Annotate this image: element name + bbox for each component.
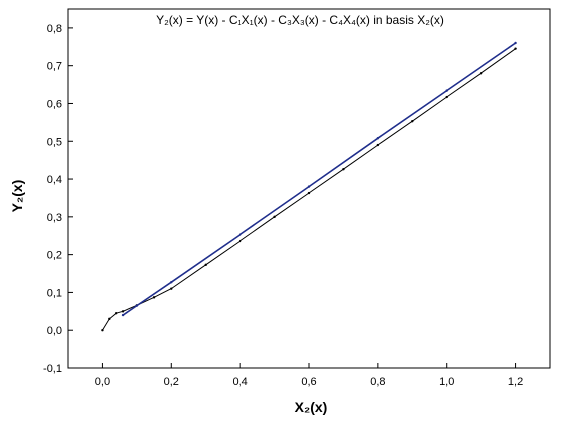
y-tick-label: 0,1 [47, 287, 62, 299]
x-tick-label: 0,2 [164, 376, 179, 388]
x-tick-label: 0,6 [301, 376, 316, 388]
data-point [342, 168, 345, 171]
data-point [170, 287, 173, 290]
y-axis-ticks: -0,1 0,0 0,1 0,2 0,3 0,4 0,5 0,6 0,7 0,8 [43, 23, 73, 375]
x-tick-label: 1,2 [508, 376, 523, 388]
data-point [411, 120, 414, 123]
x-tick-label: 1,0 [439, 376, 454, 388]
data-point [307, 185, 311, 188]
data-point [170, 281, 173, 284]
data-point [479, 72, 483, 75]
x-tick-label: 0,0 [95, 376, 110, 388]
y-tick-label: 0,8 [47, 23, 62, 35]
data-point [273, 215, 276, 219]
data-point [204, 263, 207, 267]
data-point [376, 143, 380, 147]
data-point [514, 41, 517, 45]
y-tick-label: 0,4 [47, 174, 62, 186]
data-point [121, 313, 125, 317]
x-axis-ticks: 0,0 0,2 0,4 0,6 0,8 1,0 1,2 [95, 363, 523, 388]
y-tick-label: 0,3 [47, 212, 62, 224]
y-tick-label: 0,5 [47, 136, 62, 148]
chart-title: Y₂(x) = Y(x) - C₁X₁(x) - C₃X₃(x) - C₄X₄(… [156, 13, 444, 27]
data-point [238, 239, 242, 243]
y-tick-label: 0,0 [47, 325, 62, 337]
data-point [445, 95, 448, 99]
data-point [514, 47, 517, 50]
y-tick-label: 0,2 [47, 250, 62, 262]
data-point [108, 317, 111, 321]
y-axis-title: Y₂(x) [9, 180, 25, 213]
plot-frame [67, 8, 551, 369]
series-line [122, 42, 517, 316]
data-point [307, 191, 311, 195]
y-tick-label: 0,7 [47, 61, 62, 73]
series-layer [101, 41, 517, 332]
data-point [376, 137, 380, 140]
data-point [135, 304, 139, 307]
data-point [121, 310, 125, 313]
y-tick-label: 0,6 [47, 98, 62, 110]
data-point [101, 329, 104, 332]
data-point [445, 89, 448, 92]
data-point [238, 233, 242, 236]
y-tick-label: -0,1 [43, 363, 62, 375]
x-tick-label: 0,4 [232, 376, 247, 388]
x-tick-label: 0,8 [370, 376, 385, 388]
x-axis-title: X₂(x) [295, 399, 328, 415]
data-point [115, 312, 118, 315]
data-point [152, 296, 156, 299]
series-line [101, 48, 516, 331]
